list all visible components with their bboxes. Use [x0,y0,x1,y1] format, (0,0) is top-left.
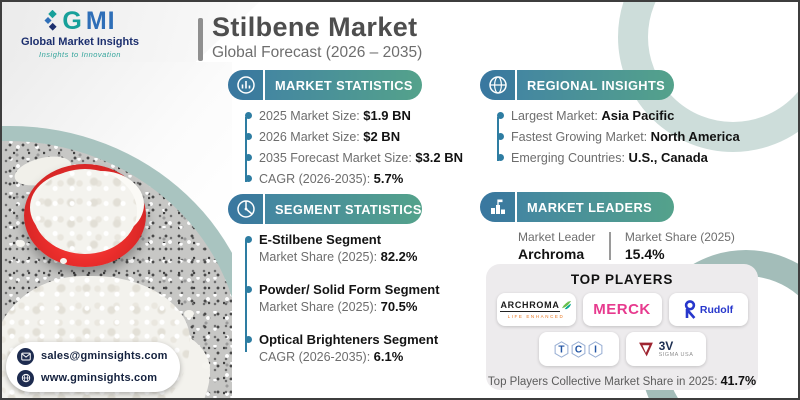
market-statistics-icon [228,70,265,100]
list-item: Powder/ Solid Form Segment Market Share … [245,282,440,314]
list-item: Fastest Growing Market: North America [497,129,740,150]
segment-statistics-icon [228,194,265,224]
list-item: 2026 Market Size: $2 BN [244,129,463,150]
title-block: Stilbene Market Global Forecast (2026 – … [198,13,422,62]
market-leader-col: Market Leader Archroma [518,230,596,262]
player-logo-rudolf: Rudolf [668,293,748,326]
list-item: 2025 Market Size: $1.9 BN [244,108,463,129]
page-subtitle: Global Forecast (2026 – 2035) [212,44,423,62]
contact-website-text: www.gminsights.com [41,372,158,384]
powder-chunk [184,310,194,318]
page-title: Stilbene Market [212,12,418,42]
segment-statistics-list: E-Stilbene Segment Market Share (2025): … [242,232,440,382]
section-title: MARKET LEADERS [527,199,653,215]
archroma-leaf-icon [561,301,571,310]
divider [609,232,611,260]
section-title: SEGMENT STATISTICS [275,201,422,217]
bowl-powder [33,169,137,254]
player-logo-archroma: ARCHROMA LIFE ENHANCED [496,293,576,326]
player-logo-tci: T C I [538,332,619,366]
section-header-segment-statistics: SEGMENT STATISTICS [228,194,422,224]
list-item: Emerging Countries: U.S., Canada [497,150,740,171]
svg-text:C: C [575,344,582,355]
market-leaders-icon [480,192,517,222]
email-icon [17,347,34,365]
logo-acronym-mi: MI [85,7,116,35]
market-leader-row: Market Leader Archroma Market Share (202… [518,230,735,262]
player-logo-3v-sigma: 3V SIGMA USA [625,332,706,366]
list-item: CAGR (2026-2035): 5.7% [244,171,463,192]
powder-chunk [16,240,25,247]
threev-triangle-icon [638,342,653,356]
logo-tagline: Insights to Innovation [39,50,121,59]
svg-text:T: T [558,344,565,355]
contact-card: sales@gminsights.com www.gminsights.com [6,342,180,392]
svg-text:I: I [594,344,597,355]
gmi-diamond-icon [44,9,58,31]
list-item: 2035 Forecast Market Size: $3.2 BN [244,150,463,171]
top-players-title: TOP PLAYERS [570,272,674,287]
market-statistics-list: 2025 Market Size: $1.9 BN 2026 Market Si… [242,108,463,192]
regional-insights-list: Largest Market: Asia Pacific Fastest Gro… [494,108,740,171]
section-title: MARKET STATISTICS [275,77,413,93]
red-bowl [24,164,146,267]
section-header-market-statistics: MARKET STATISTICS [228,70,422,100]
market-share-col: Market Share (2025) 15.4% [624,230,735,262]
list-item: Largest Market: Asia Pacific [497,108,740,129]
top-players-panel: TOP PLAYERS ARCHROMA LIFE ENHANCED MERCK… [486,264,758,390]
powder-chunk [60,258,67,264]
collective-share-note: Top Players Collective Market Share in 2… [487,374,757,388]
list-item: Optical Brighteners Segment CAGR (2026-2… [245,332,439,364]
player-logo-merck: MERCK [582,293,662,326]
gmi-logo: G MI Global Market Insights Insights to I… [10,7,150,60]
top-players-row-1: ARCHROMA LIFE ENHANCED MERCK Rudolf [496,293,748,326]
regional-insights-icon [480,70,517,100]
contact-email-text: sales@gminsights.com [41,350,168,362]
rudolf-r-icon [684,299,696,319]
contact-email[interactable]: sales@gminsights.com [17,347,180,365]
section-title: REGIONAL INSIGHTS [527,77,666,93]
powder-chunk [202,362,210,369]
section-header-market-leaders: MARKET LEADERS [480,192,674,222]
logo-company-name: Global Market Insights [21,36,139,48]
contact-website[interactable]: www.gminsights.com [17,369,180,387]
globe-icon [17,369,34,387]
section-header-regional-insights: REGIONAL INSIGHTS [480,70,674,100]
product-photo: sales@gminsights.com www.gminsights.com [2,62,232,398]
top-players-row-2: T C I 3V SIGMA USA [538,332,706,366]
title-accent-bar [198,18,203,61]
logo-acronym-g: G [62,7,83,35]
list-item: E-Stilbene Segment Market Share (2025): … [245,232,440,266]
